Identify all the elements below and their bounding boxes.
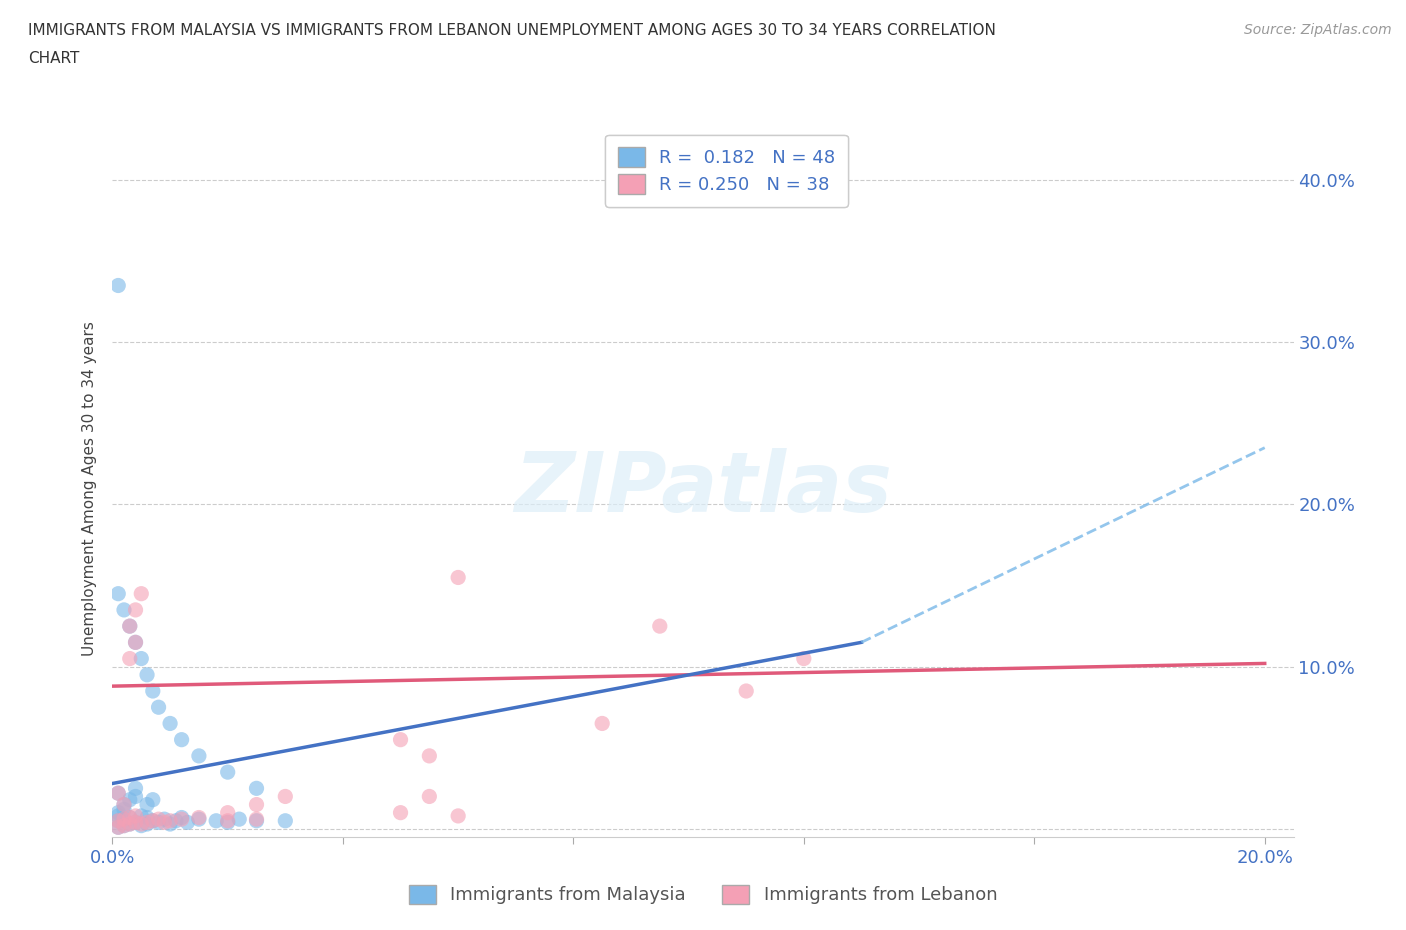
Point [274, 814, 297, 829]
Point [107, 814, 129, 829]
Point [274, 789, 297, 804]
Point [217, 805, 239, 820]
Point [170, 812, 193, 827]
Point [187, 749, 209, 764]
Point [118, 792, 141, 807]
Point [136, 817, 159, 831]
Point [129, 586, 152, 601]
Text: CHART: CHART [28, 51, 80, 66]
Point [170, 732, 193, 747]
Point [118, 810, 141, 825]
Point [124, 815, 146, 830]
Point [118, 618, 141, 633]
Point [112, 818, 135, 833]
Y-axis label: Unemployment Among Ages 30 to 34 years: Unemployment Among Ages 30 to 34 years [82, 321, 97, 656]
Point [112, 802, 135, 817]
Point [148, 699, 170, 714]
Point [245, 781, 267, 796]
Point [447, 570, 470, 585]
Point [142, 792, 165, 807]
Point [245, 812, 267, 827]
Point [107, 820, 129, 835]
Point [129, 818, 152, 833]
Text: Source: ZipAtlas.com: Source: ZipAtlas.com [1244, 23, 1392, 37]
Point [136, 668, 159, 683]
Point [112, 603, 135, 618]
Point [124, 603, 146, 618]
Point [107, 820, 129, 835]
Point [107, 586, 129, 601]
Point [118, 651, 141, 666]
Point [228, 812, 250, 827]
Point [142, 814, 165, 829]
Point [107, 805, 129, 820]
Point [129, 651, 152, 666]
Point [136, 815, 159, 830]
Point [389, 805, 412, 820]
Point [112, 797, 135, 812]
Point [159, 817, 181, 831]
Point [245, 814, 267, 829]
Point [648, 618, 671, 633]
Point [148, 812, 170, 827]
Point [142, 814, 165, 829]
Point [107, 786, 129, 801]
Point [118, 817, 141, 831]
Point [153, 812, 176, 827]
Text: ZIPatlas: ZIPatlas [515, 447, 891, 529]
Point [153, 815, 176, 830]
Point [124, 815, 146, 830]
Point [142, 684, 165, 698]
Point [129, 817, 152, 831]
Point [205, 814, 228, 829]
Point [170, 810, 193, 825]
Point [136, 797, 159, 812]
Point [217, 815, 239, 830]
Legend: Immigrants from Malaysia, Immigrants from Lebanon: Immigrants from Malaysia, Immigrants fro… [402, 877, 1004, 911]
Point [187, 810, 209, 825]
Point [735, 684, 758, 698]
Point [591, 716, 613, 731]
Point [389, 732, 412, 747]
Point [217, 764, 239, 779]
Point [124, 635, 146, 650]
Point [176, 815, 198, 830]
Point [165, 814, 187, 829]
Point [124, 789, 146, 804]
Point [187, 812, 209, 827]
Point [159, 814, 181, 829]
Point [118, 810, 141, 825]
Point [118, 817, 141, 831]
Point [217, 814, 239, 829]
Point [418, 749, 440, 764]
Point [124, 635, 146, 650]
Point [418, 789, 440, 804]
Point [447, 808, 470, 823]
Point [112, 797, 135, 812]
Point [118, 618, 141, 633]
Point [112, 818, 135, 833]
Point [124, 781, 146, 796]
Text: IMMIGRANTS FROM MALAYSIA VS IMMIGRANTS FROM LEBANON UNEMPLOYMENT AMONG AGES 30 T: IMMIGRANTS FROM MALAYSIA VS IMMIGRANTS F… [28, 23, 995, 38]
Point [107, 814, 129, 829]
Point [112, 812, 135, 827]
Point [107, 786, 129, 801]
Point [112, 812, 135, 827]
Point [245, 797, 267, 812]
Point [129, 808, 152, 823]
Point [136, 810, 159, 825]
Point [124, 808, 146, 823]
Legend: R =  0.182   N = 48, R = 0.250   N = 38: R = 0.182 N = 48, R = 0.250 N = 38 [605, 135, 848, 206]
Point [793, 651, 815, 666]
Point [107, 278, 129, 293]
Point [107, 808, 129, 823]
Point [148, 815, 170, 830]
Point [159, 716, 181, 731]
